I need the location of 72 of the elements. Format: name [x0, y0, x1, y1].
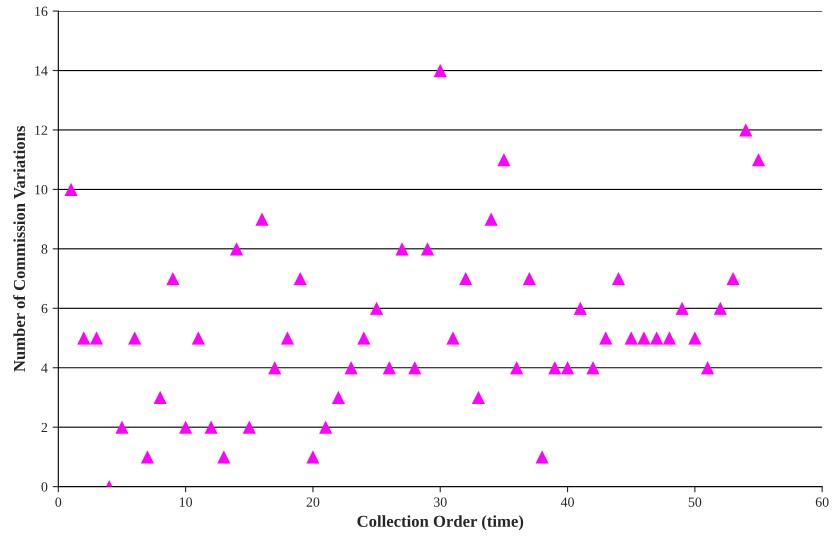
x-tick-label: 20: [306, 497, 320, 507]
point: [752, 153, 766, 166]
point: [395, 242, 409, 256]
point: [459, 272, 472, 286]
point: [586, 361, 600, 374]
point: [599, 331, 612, 345]
point: [192, 331, 205, 345]
point: [140, 450, 154, 464]
point: [676, 302, 689, 315]
point: [332, 390, 345, 404]
point: [688, 331, 702, 345]
x-tick-label: 50: [688, 497, 702, 507]
point: [472, 390, 486, 404]
point: [204, 420, 218, 434]
point: [179, 420, 192, 434]
point: [77, 331, 90, 345]
point: [154, 390, 167, 404]
y-tick-label: 16: [35, 6, 48, 16]
point: [650, 331, 664, 345]
point: [408, 361, 422, 374]
point: [242, 420, 256, 434]
point: [268, 361, 282, 374]
y-tick-label: 6: [42, 304, 48, 314]
x-tick-label: 10: [180, 497, 192, 507]
x-tick-label: 30: [434, 497, 447, 507]
y-tick-label: 10: [35, 184, 48, 194]
point: [319, 420, 332, 434]
point: [280, 331, 294, 345]
point: [726, 272, 740, 286]
point: [739, 123, 752, 137]
point: [484, 212, 498, 226]
x-tick-label: 40: [560, 497, 574, 507]
point: [637, 331, 651, 345]
y-tick-label: 0: [41, 482, 48, 492]
x-tick-label: 0: [55, 497, 62, 507]
point: [344, 361, 358, 374]
point: [548, 361, 562, 374]
point: [446, 331, 460, 345]
point: [370, 302, 384, 315]
y-tick-label: 2: [42, 422, 48, 432]
point: [64, 182, 78, 196]
y-tick-label: 8: [41, 244, 48, 254]
y-axis-title: Number of Commission Variations: [13, 126, 26, 372]
point: [624, 331, 638, 345]
point: [420, 242, 434, 256]
x-tick-label: 60: [816, 497, 829, 507]
point: [536, 450, 549, 464]
point: [434, 64, 447, 78]
point: [230, 242, 244, 256]
point: [255, 212, 269, 226]
point: [497, 153, 510, 166]
y-tick-label: 12: [35, 126, 48, 135]
point: [574, 302, 587, 315]
point: [701, 361, 714, 374]
point: [217, 450, 230, 464]
y-tick-label: 4: [41, 363, 48, 373]
point: [612, 272, 626, 286]
point: [294, 272, 307, 286]
point: [90, 331, 104, 345]
point: [128, 331, 142, 345]
point: [714, 302, 727, 315]
point: [166, 272, 180, 286]
point: [560, 361, 574, 374]
point: [115, 420, 129, 434]
point: [357, 331, 370, 345]
y-tick-label: 14: [35, 66, 48, 76]
point: [510, 361, 524, 374]
point: [662, 331, 676, 345]
point: [522, 272, 536, 286]
point: [306, 450, 320, 464]
x-axis-title: Collection Order (time): [357, 515, 524, 530]
point: [382, 361, 396, 374]
